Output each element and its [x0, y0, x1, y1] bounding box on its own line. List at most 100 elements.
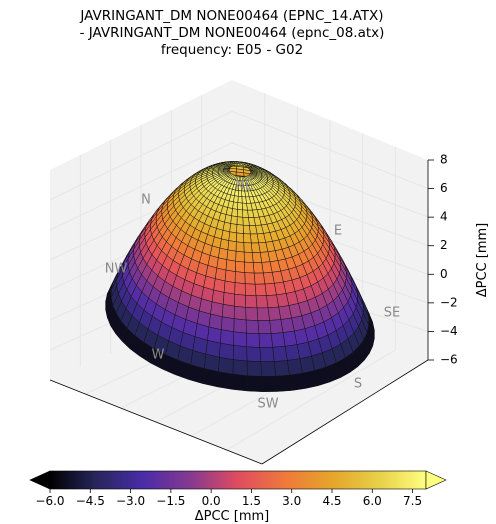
surface-patch	[232, 201, 239, 210]
surface-patch	[234, 271, 246, 284]
surface-patch	[258, 333, 273, 348]
surface-patch	[247, 375, 263, 392]
surface-patch	[232, 373, 248, 392]
surface-patch	[218, 357, 234, 375]
grid-line-h-left	[49, 142, 233, 231]
surface-patch	[245, 307, 259, 321]
surface-patch	[243, 251, 254, 263]
surface-patch	[275, 374, 292, 392]
surface-patch	[234, 282, 246, 296]
surface-patch	[263, 272, 275, 285]
surface-patch	[260, 361, 277, 377]
surface-patch	[256, 307, 270, 321]
surface-patch	[261, 376, 278, 392]
surface-patch	[241, 202, 248, 211]
dir-label-s: S	[354, 377, 362, 392]
surface-patch	[235, 241, 245, 253]
surface-patch	[245, 319, 260, 334]
colorbar-tick-label: 4.5	[322, 494, 341, 508]
surface-patch	[224, 269, 236, 283]
surface-patch	[231, 208, 238, 217]
surface-patch	[246, 332, 261, 348]
surface-patch	[230, 215, 238, 225]
surface-patch	[241, 196, 247, 204]
surface-patch	[227, 240, 237, 252]
colorbar-extend-low	[29, 470, 51, 490]
surface-patch	[250, 233, 259, 244]
surface-patch	[246, 360, 262, 377]
surface-patch	[251, 242, 261, 253]
surface-patch	[235, 250, 245, 263]
z-axis-label: ΔPCC [mm]	[475, 223, 490, 298]
colorbar-ticks: −6.0 −4.5 −3.0 −1.5 0.0 1.5 3.0 4.5 6.0 7.5	[35, 489, 422, 508]
surface-patch	[273, 360, 290, 377]
colorbar-tick-label: 3.0	[282, 494, 301, 508]
surface-patch	[237, 196, 243, 204]
surface-patch	[284, 344, 301, 361]
surface-patch	[221, 304, 235, 319]
surface-patch	[249, 225, 258, 235]
surface-patch	[264, 283, 277, 296]
surface-patch	[257, 320, 272, 334]
surface-patch	[236, 224, 244, 234]
colorbar: −6.0 −4.5 −3.0 −1.5 0.0 1.5 3.0 4.5 6.0 7.5 ΔPCC …	[29, 470, 447, 524]
surface-patch	[269, 319, 284, 334]
surface-patch	[232, 345, 248, 362]
surface-patch	[233, 305, 247, 321]
dir-label-e: E	[334, 224, 342, 239]
colorbar-tick-label: −6.0	[35, 494, 64, 508]
z-tick-label: 8	[440, 153, 448, 167]
surface-patch	[236, 216, 244, 226]
surface-patch	[255, 295, 269, 309]
grid-line-h-right	[231, 142, 429, 218]
surface-patch	[242, 217, 250, 226]
surface-patch	[282, 330, 298, 347]
surface-patch	[242, 224, 251, 235]
surface-patch	[246, 346, 262, 362]
dir-label-w: W	[152, 348, 165, 363]
colorbar-tick-label: −4.5	[76, 494, 105, 508]
surface-patch	[244, 261, 255, 274]
z-axis-ticks: −6 −4 −2 0 2 4 6 8	[428, 153, 458, 367]
surface-patch	[236, 232, 245, 243]
surface-patch	[222, 292, 235, 307]
colorbar-tick-label: 1.5	[242, 494, 261, 508]
colorbar-gradient	[49, 470, 427, 490]
surface-patch	[233, 318, 247, 334]
grid-line-floor	[226, 349, 396, 451]
dir-label-ne: NE	[235, 179, 253, 194]
surface-patch	[245, 295, 258, 309]
dir-label-n: N	[141, 193, 151, 208]
surface-patch	[266, 294, 279, 309]
surface-patch	[272, 346, 288, 362]
colorbar-label: ΔPCC [mm]	[195, 509, 270, 524]
surface-patch	[233, 195, 239, 203]
z-tick-label: −4	[440, 324, 458, 338]
pcc-surface	[105, 161, 375, 392]
dir-label-se: SE	[384, 306, 400, 321]
z-tick-label: −6	[440, 353, 458, 367]
grid-line-h-right	[231, 110, 429, 190]
surface-patch	[254, 283, 267, 297]
surface-patch	[243, 242, 253, 253]
surface-patch	[232, 359, 248, 377]
surface-patch	[267, 306, 282, 321]
surface-patch	[233, 331, 247, 348]
surface-patch	[217, 371, 234, 390]
colorbar-tick-label: −1.5	[156, 494, 185, 508]
surface-patch	[243, 233, 252, 244]
surface-patch	[244, 283, 257, 297]
y-axis-line	[261, 359, 429, 465]
surface-patch	[259, 347, 275, 362]
surface-patch	[287, 358, 303, 376]
dir-label-sw: SW	[257, 397, 278, 412]
surface-patch	[229, 223, 238, 234]
surface-patch	[242, 209, 249, 218]
dir-label-nw: NW	[105, 262, 128, 277]
surface-patch	[244, 272, 256, 285]
z-tick-label: −2	[440, 295, 458, 309]
direction-labels: N NE E SE S SW W NW	[105, 179, 401, 412]
surface-patch	[219, 342, 234, 360]
surface-patch	[235, 260, 246, 273]
